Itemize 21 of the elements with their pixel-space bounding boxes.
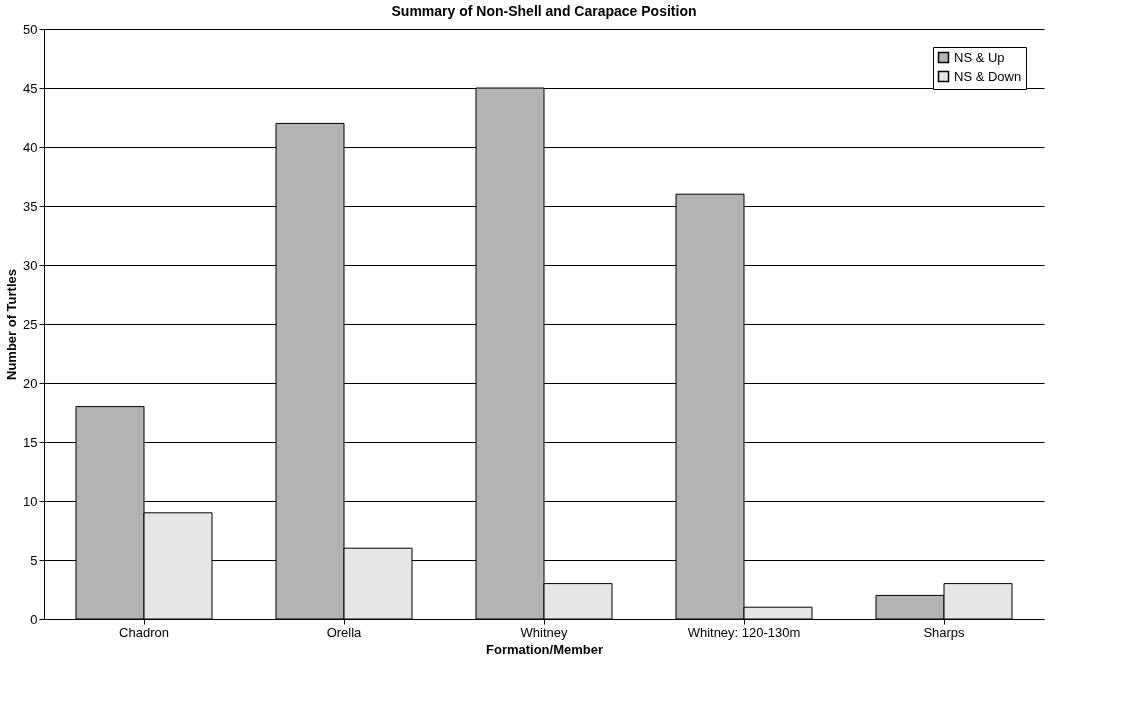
y-tick-label: 20 — [23, 375, 38, 391]
legend-label: NS & Down — [954, 68, 1022, 84]
y-tick-label: 5 — [30, 552, 38, 568]
y-tick-label: 10 — [23, 493, 38, 509]
y-tick-label: 25 — [23, 316, 38, 332]
legend-label: NS & Up — [954, 49, 1005, 65]
y-tick-label: 45 — [23, 80, 38, 96]
y-tick-label: 35 — [23, 198, 38, 214]
x-tick-label: Chadron — [119, 624, 169, 640]
y-tick-label: 50 — [23, 21, 38, 37]
x-tick-label: Whitney: 120-130m — [687, 624, 801, 640]
x-tick-label: Sharps — [923, 624, 966, 640]
y-tick-label: 15 — [23, 434, 38, 450]
y-axis-title: Number of Turtles — [4, 269, 20, 380]
y-tick-label: 40 — [23, 139, 38, 155]
x-tick-label: Orella — [326, 624, 363, 640]
y-tick-label: 0 — [30, 611, 38, 627]
x-axis-title: Formation/Member — [485, 641, 604, 657]
chart-title: Summary of Non-Shell and Carapace Position — [391, 3, 697, 19]
y-tick-label: 30 — [23, 257, 38, 273]
x-tick-label: Whitney — [520, 624, 568, 640]
